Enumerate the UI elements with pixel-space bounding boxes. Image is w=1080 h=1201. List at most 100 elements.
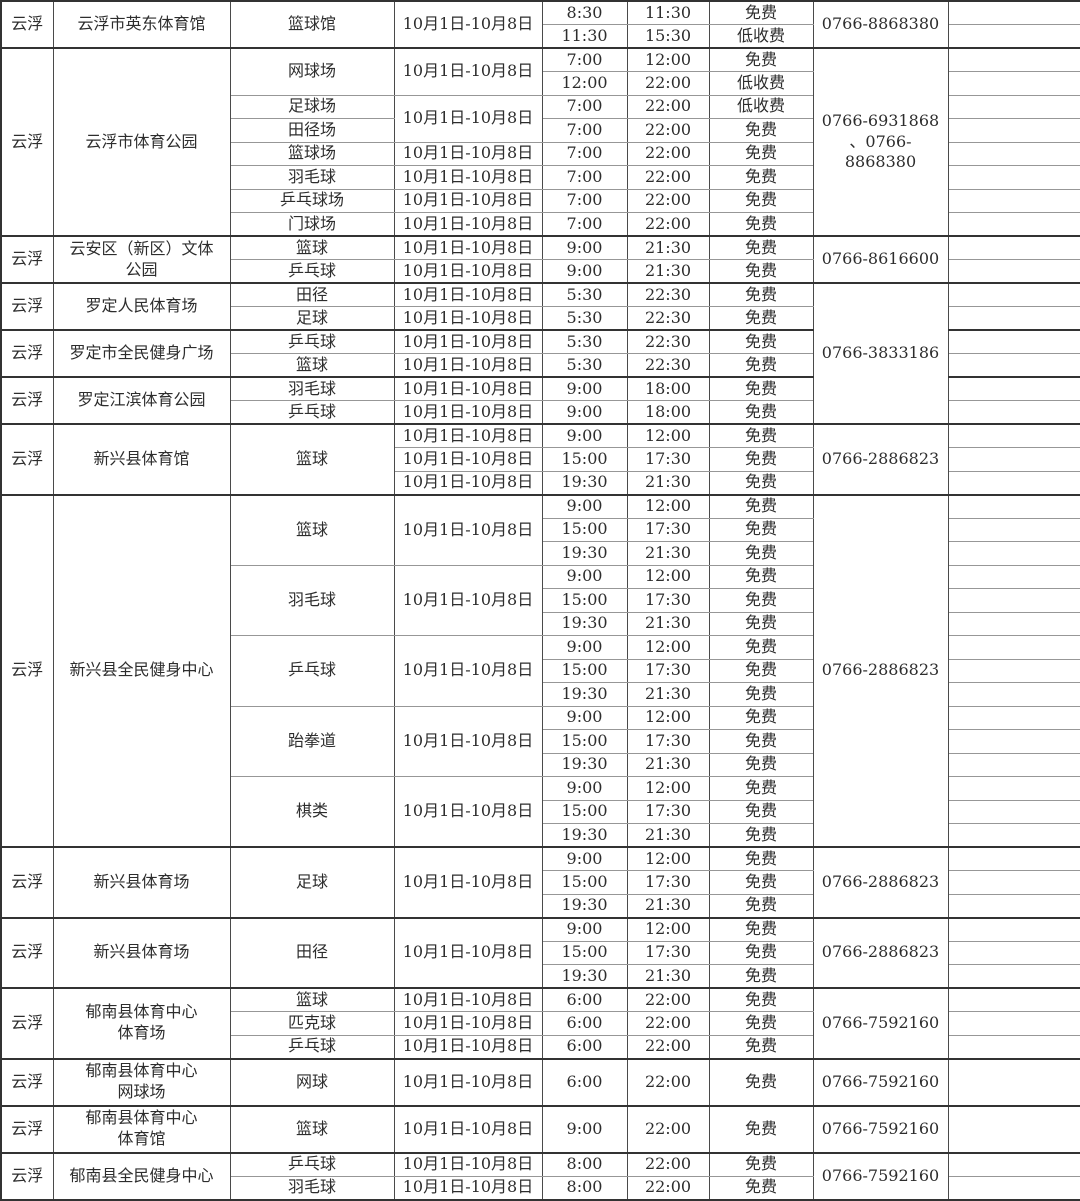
note-cell	[947, 916, 1080, 942]
note-cell	[947, 729, 1080, 754]
note-cell	[947, 470, 1080, 495]
facility-cell: 田径	[229, 916, 395, 989]
fee-cell: 免费	[708, 635, 814, 660]
fee-cell: 低收费	[708, 94, 814, 119]
note-cell	[947, 329, 1080, 354]
close-time-cell: 17:30	[626, 870, 710, 895]
table-row: 云浮 罗定江滨体育公园 羽毛球 10月1日-10月8日 9:00 18:00 免费	[0, 376, 1080, 425]
facility-cell: 网球	[229, 1057, 395, 1106]
table-row: 足球 10月1日-10月8日 5:30 22:30 免费	[1, 306, 1080, 331]
close-time-cell: 21:30	[626, 682, 710, 707]
phone-cell: 0766-7592160	[812, 1057, 949, 1106]
fee-cell: 免费	[708, 423, 814, 448]
fee-cell: 免费	[708, 212, 814, 237]
open-time-cell: 15:00	[541, 799, 628, 824]
phone-cell: 0766-7592160	[812, 987, 949, 1059]
fee-cell: 免费	[708, 0, 814, 25]
fee-cell: 免费	[708, 1104, 814, 1153]
open-time-cell: 5:30	[541, 306, 628, 331]
fee-cell: 免费	[708, 1034, 814, 1059]
open-time-cell: 19:30	[541, 682, 628, 707]
open-time-cell: 6:00	[541, 987, 628, 1012]
close-time-cell: 21:30	[626, 259, 710, 284]
venue-cell: 罗定市全民健身广场	[52, 329, 231, 378]
open-time-cell: 9:00	[541, 916, 628, 942]
note-cell	[947, 353, 1080, 378]
table-row: 15:00 17:30 免费	[1, 870, 1080, 895]
date-cell: 10月1日-10月8日	[393, 165, 543, 190]
open-time-cell: 7:00	[541, 94, 628, 119]
fee-cell: 免费	[708, 564, 814, 589]
region-cell: 云浮	[0, 0, 54, 49]
note-cell	[947, 682, 1080, 707]
note-cell	[947, 588, 1080, 613]
fee-cell: 免费	[708, 118, 814, 143]
date-cell: 10月1日-10月8日	[393, 141, 543, 166]
note-cell	[947, 141, 1080, 166]
close-time-cell: 21:30	[626, 541, 710, 566]
fee-cell: 免费	[708, 259, 814, 284]
facility-cell: 乒乓球	[229, 1034, 395, 1059]
phone-cell: 0766-2886823	[812, 846, 949, 918]
open-time-cell: 6:00	[541, 1057, 628, 1106]
date-cell: 10月1日-10月8日	[393, 47, 543, 96]
facility-cell: 匹克球	[229, 1011, 395, 1036]
table-row: 匹克球 10月1日-10月8日 6:00 22:00 免费	[1, 1011, 1080, 1036]
note-cell	[947, 118, 1080, 143]
note-cell	[947, 71, 1080, 96]
date-cell: 10月1日-10月8日	[393, 353, 543, 378]
date-cell: 10月1日-10月8日	[393, 1104, 543, 1153]
open-time-cell: 11:30	[541, 24, 628, 49]
fee-cell: 免费	[708, 705, 814, 730]
venue-cell: 云浮市英东体育馆	[52, 0, 231, 49]
date-cell: 10月1日-10月8日	[393, 423, 543, 448]
note-cell	[947, 752, 1080, 777]
facility-cell: 羽毛球	[229, 1175, 395, 1200]
close-time-cell: 22:00	[626, 1175, 710, 1200]
close-time-cell: 22:00	[626, 188, 710, 213]
close-time-cell: 12:00	[626, 846, 710, 871]
fee-cell: 免费	[708, 376, 814, 401]
open-time-cell: 9:00	[541, 635, 628, 660]
open-time-cell: 7:00	[541, 47, 628, 72]
note-cell	[947, 1175, 1080, 1200]
date-cell: 10月1日-10月8日	[393, 447, 543, 472]
note-cell	[947, 823, 1080, 848]
open-time-cell: 7:00	[541, 212, 628, 237]
date-cell: 10月1日-10月8日	[393, 1151, 543, 1177]
close-time-cell: 21:30	[626, 235, 710, 260]
note-cell	[947, 964, 1080, 989]
table-row: 乒乓球场 10月1日-10月8日 7:00 22:00 免费	[1, 188, 1080, 213]
open-time-cell: 9:00	[541, 846, 628, 871]
facility-cell: 足球场	[229, 94, 395, 119]
venue-cell: 云安区（新区）文体 公园	[52, 235, 231, 284]
table-row: 篮球场 10月1日-10月8日 7:00 22:00 免费	[1, 141, 1080, 166]
close-time-cell: 22:30	[626, 353, 710, 378]
facility-cell: 羽毛球	[229, 564, 395, 636]
facility-cell: 羽毛球	[229, 165, 395, 190]
table-row: 15:00 17:30 免费	[1, 517, 1080, 542]
close-time-cell: 21:30	[626, 752, 710, 777]
note-cell	[947, 799, 1080, 824]
facility-cell: 门球场	[229, 212, 395, 237]
open-time-cell: 7:00	[541, 118, 628, 143]
fee-cell: 低收费	[708, 71, 814, 96]
fee-cell: 免费	[708, 611, 814, 636]
table-row: 19:30 21:30 免费	[1, 611, 1080, 636]
facility-cell: 篮球	[229, 987, 395, 1012]
fee-cell: 免费	[708, 235, 814, 260]
venue-cell: 新兴县全民健身中心	[52, 493, 231, 848]
facility-cell: 乒乓球	[229, 259, 395, 284]
table-row: 田径场 7:00 22:00 免费	[1, 118, 1080, 143]
phone-cell: 0766-7592160	[812, 1151, 949, 1200]
open-time-cell: 9:00	[541, 400, 628, 425]
note-cell	[947, 564, 1080, 589]
date-cell: 10月1日-10月8日	[393, 470, 543, 495]
note-cell	[947, 24, 1080, 49]
open-time-cell: 8:00	[541, 1175, 628, 1200]
note-cell	[947, 658, 1080, 683]
fee-cell: 免费	[708, 517, 814, 542]
venue-cell: 罗定江滨体育公园	[52, 376, 231, 425]
region-cell: 云浮	[0, 916, 54, 989]
close-time-cell: 17:30	[626, 729, 710, 754]
